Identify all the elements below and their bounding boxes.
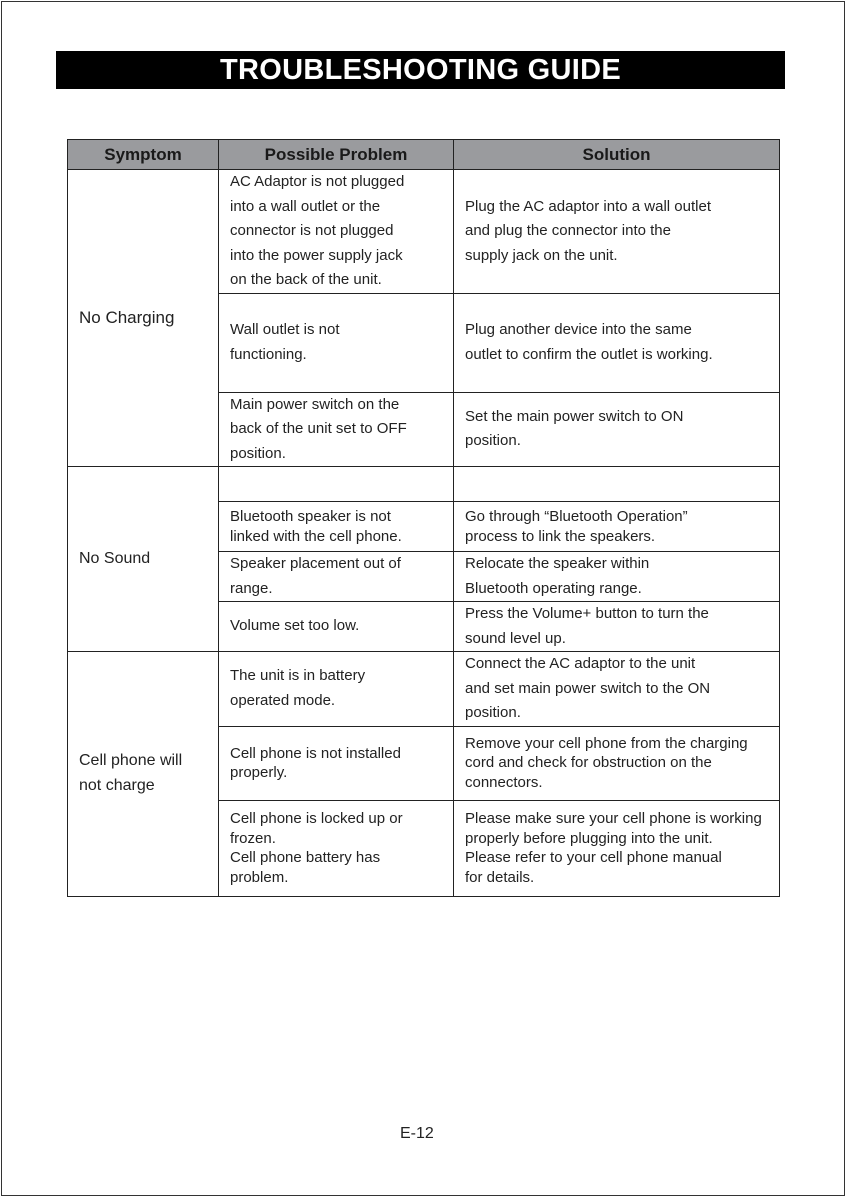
table-row: Cell phone will not charge The unit is i… bbox=[67, 651, 780, 897]
problem-cell: Cell phone is locked up or frozen. Cell … bbox=[218, 799, 454, 897]
table-row: Cell phone is locked up or frozen. Cell … bbox=[68, 799, 780, 897]
header-possible-problem: Possible Problem bbox=[218, 139, 454, 170]
solution-cell: Connect the AC adaptor to the unit and s… bbox=[453, 651, 780, 727]
solution-cell: Remove your cell phone from the charging… bbox=[453, 725, 780, 801]
symptom-cell: No Sound bbox=[67, 466, 219, 652]
solution-cell: Go through “Bluetooth Operation” process… bbox=[453, 501, 780, 552]
table-row: Volume set too low. Press the Volume+ bu… bbox=[68, 601, 780, 652]
page-number: E-12 bbox=[400, 1125, 434, 1142]
problem-cell: The unit is in battery operated mode. bbox=[218, 651, 454, 727]
symptom-cell: No Charging bbox=[67, 169, 219, 467]
solution-cell: Press the Volume+ button to turn the sou… bbox=[453, 601, 780, 652]
problem-cell: Bluetooth speaker is not linked with the… bbox=[218, 501, 454, 552]
table-header-row: Symptom Possible Problem Solution bbox=[67, 139, 780, 170]
problem-cell: Speaker placement out of range. bbox=[218, 551, 454, 602]
table-row: Main power switch on the back of the uni… bbox=[68, 391, 780, 467]
problem-cell: Volume set too low. bbox=[218, 601, 454, 652]
table-row: No Sound bbox=[67, 466, 780, 652]
solution-cell: Plug the AC adaptor into a wall outlet a… bbox=[453, 169, 780, 294]
solution-cell: Relocate the speaker within Bluetooth op… bbox=[453, 551, 780, 602]
header-symptom: Symptom bbox=[67, 139, 219, 170]
symptom-cell: Cell phone will not charge bbox=[67, 651, 219, 897]
solution-cell: Set the main power switch to ON position… bbox=[453, 391, 780, 467]
header-solution: Solution bbox=[453, 139, 780, 170]
troubleshooting-table: Symptom Possible Problem Solution No Cha… bbox=[67, 139, 780, 897]
problem-cell: Wall outlet is not functioning. bbox=[218, 292, 454, 393]
solution-cell bbox=[453, 466, 780, 502]
solution-cell: Please make sure your cell phone is work… bbox=[453, 799, 780, 897]
table-row: Wall outlet is not functioning. Plug ano… bbox=[68, 292, 780, 393]
solution-cell: Plug another device into the same outlet… bbox=[453, 292, 780, 393]
problem-cell: Main power switch on the back of the uni… bbox=[218, 391, 454, 467]
problem-cell: Cell phone is not installed properly. bbox=[218, 725, 454, 801]
table-row: Cell phone is not installed properly. Re… bbox=[68, 725, 780, 801]
table-row: Bluetooth speaker is not linked with the… bbox=[68, 501, 780, 552]
table-row: No Charging AC Adaptor is not plugged in… bbox=[67, 169, 780, 467]
problem-cell bbox=[218, 466, 454, 502]
page-title: TROUBLESHOOTING GUIDE bbox=[56, 51, 785, 89]
problem-cell: AC Adaptor is not plugged into a wall ou… bbox=[218, 169, 454, 294]
